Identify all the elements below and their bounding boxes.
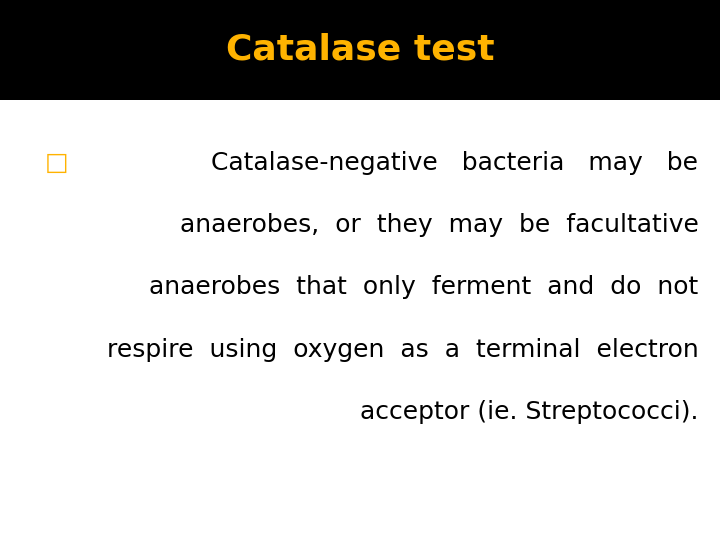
- Text: acceptor (ie. Streptococci).: acceptor (ie. Streptococci).: [360, 400, 698, 423]
- Text: Catalase-negative   bacteria   may   be: Catalase-negative bacteria may be: [179, 151, 698, 175]
- Text: Catalase test: Catalase test: [225, 33, 495, 67]
- Text: anaerobes,  or  they  may  be  facultative: anaerobes, or they may be facultative: [179, 213, 698, 237]
- Text: □: □: [45, 151, 68, 175]
- Text: anaerobes  that  only  ferment  and  do  not: anaerobes that only ferment and do not: [149, 275, 698, 299]
- Text: respire  using  oxygen  as  a  terminal  electron: respire using oxygen as a terminal elect…: [107, 338, 698, 361]
- FancyBboxPatch shape: [0, 0, 720, 100]
